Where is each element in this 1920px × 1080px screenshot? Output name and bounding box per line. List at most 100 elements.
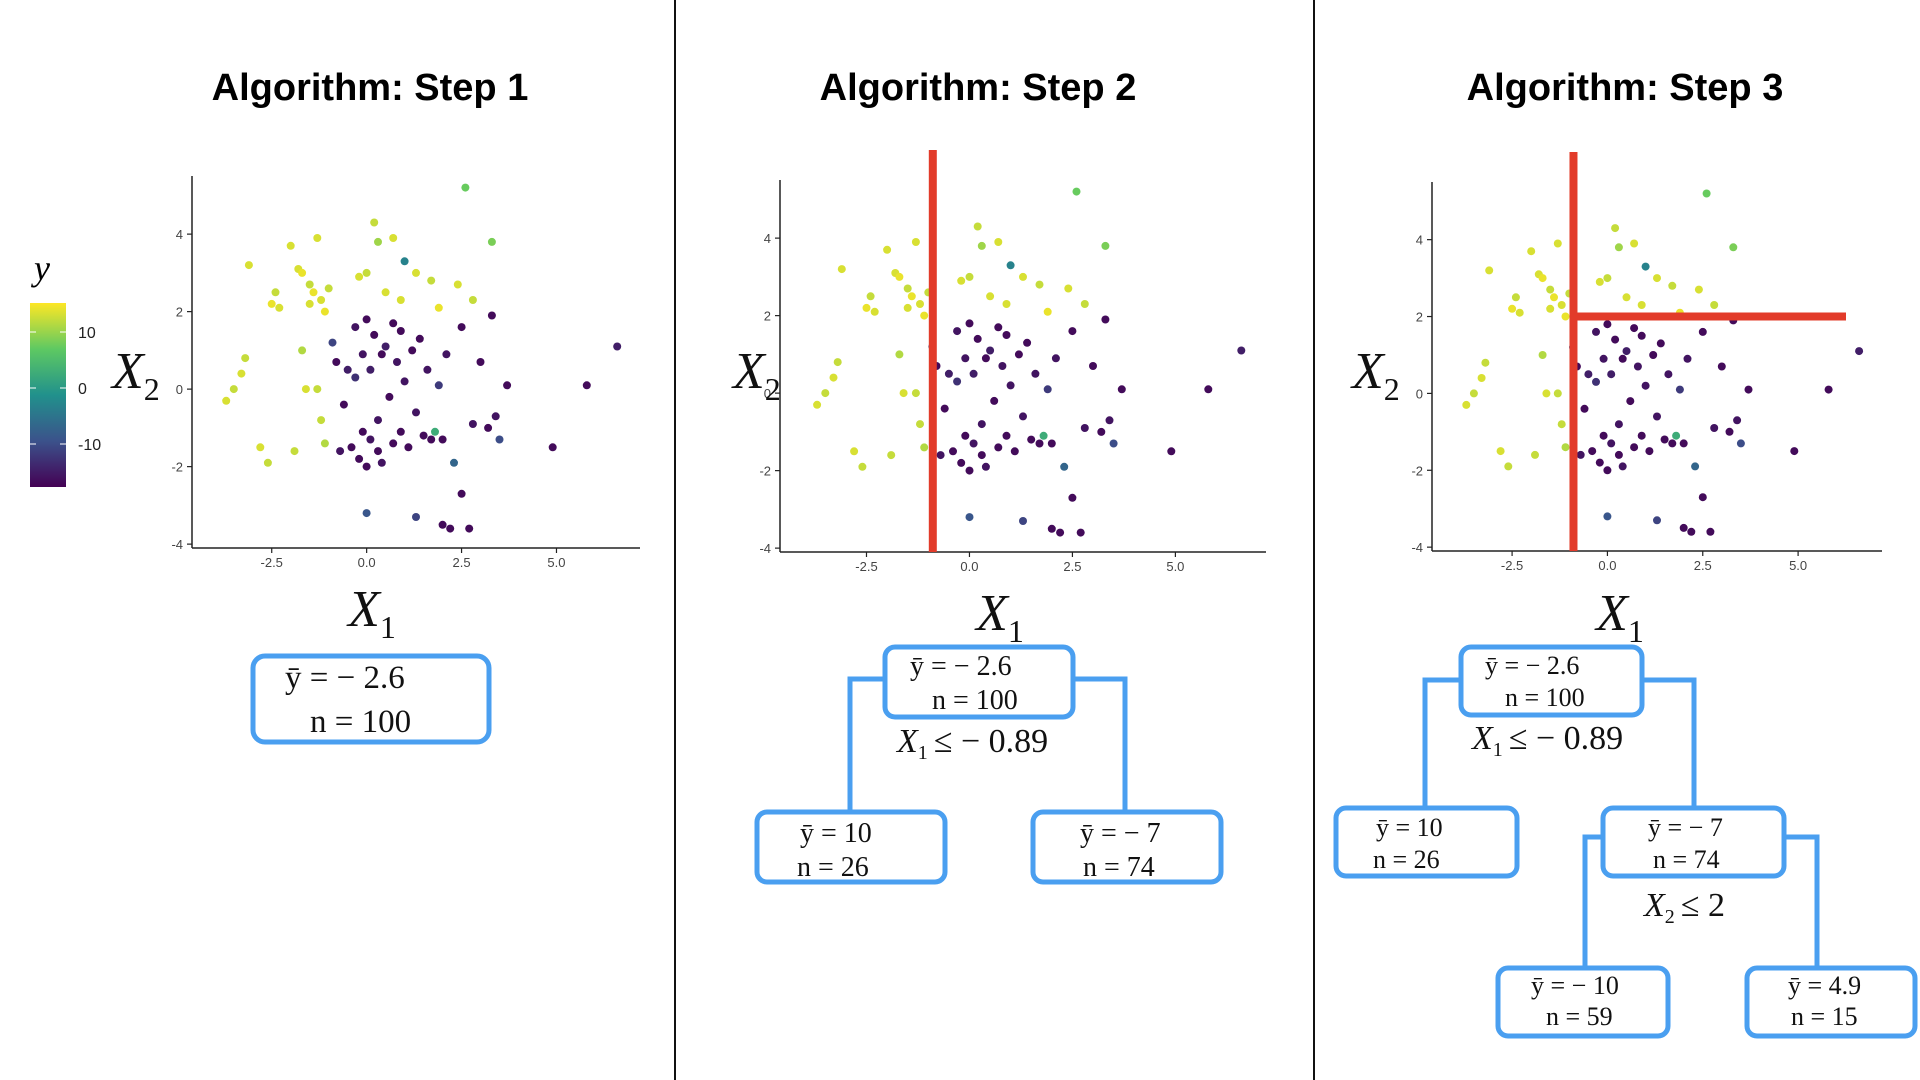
data-point: [949, 447, 957, 456]
data-point: [1618, 354, 1627, 363]
data-point: [957, 276, 966, 285]
data-point: [1117, 385, 1126, 394]
data-point: [412, 408, 420, 417]
data-point: [582, 381, 591, 390]
data-point: [1068, 493, 1077, 502]
data-point: [438, 435, 447, 444]
data-point: [1592, 377, 1600, 386]
tree-node-root: ȳ = − 2.6 n = 100: [882, 644, 1076, 720]
data-point: [850, 447, 859, 456]
data-point: [1481, 358, 1490, 367]
data-point: [990, 396, 999, 405]
y-tick-label: 2: [176, 305, 183, 320]
data-point: [1599, 354, 1608, 363]
node-count: n = 100: [310, 704, 411, 740]
data-point: [393, 358, 401, 366]
data-point: [907, 292, 916, 301]
data-point: [1660, 435, 1669, 444]
color-legend: y 10 0 -10: [30, 248, 101, 487]
panel-title: Algorithm: Step 2: [820, 67, 1137, 109]
scatter-plot-step-3: -2.5 0.0 2.5 5.0 4 2 0 -2 -4 X1 X2: [1350, 152, 1882, 649]
data-point: [362, 268, 371, 277]
data-point: [366, 435, 375, 444]
x-tick-label: -2.5: [855, 559, 877, 574]
data-point: [1515, 308, 1524, 317]
data-point: [1002, 331, 1011, 339]
tree-edge: [1641, 677, 1697, 810]
data-point: [370, 330, 379, 339]
data-point: [1039, 431, 1048, 440]
data-point: [1630, 239, 1639, 248]
data-point: [446, 524, 455, 533]
data-point: [1641, 381, 1650, 390]
data-point: [275, 303, 284, 312]
data-point: [1668, 281, 1677, 290]
data-point: [994, 238, 1003, 246]
y-tick-label: 4: [764, 231, 771, 246]
data-point: [957, 458, 966, 467]
data-point: [981, 354, 990, 363]
data-point: [389, 439, 398, 448]
data-point: [944, 369, 953, 378]
data-point: [468, 420, 477, 428]
panel-title: Algorithm: Step 1: [212, 67, 529, 109]
data-point: [1553, 239, 1562, 248]
data-point: [1595, 458, 1604, 467]
data-point: [973, 334, 982, 343]
tree-node-right-left: ȳ = − 10 n = 59: [1495, 965, 1671, 1039]
data-point: [1097, 427, 1106, 436]
data-point: [969, 369, 978, 378]
data-point: [419, 431, 428, 440]
y-tick-label: 2: [764, 309, 771, 324]
data-point: [305, 299, 314, 308]
data-point: [965, 319, 974, 328]
data-point: [1023, 338, 1032, 347]
data-point: [271, 288, 280, 297]
data-point: [1561, 443, 1570, 452]
data-point: [1603, 466, 1612, 475]
data-point: [381, 342, 390, 351]
x-tick-label: 5.0: [1789, 558, 1807, 573]
data-point: [1592, 327, 1600, 336]
data-point: [1706, 527, 1715, 536]
legend-colorbar: [30, 303, 66, 487]
data-point: [1611, 224, 1620, 233]
data-point: [1614, 243, 1623, 252]
node-mean: ȳ = − 7: [1080, 818, 1161, 849]
data-point: [222, 396, 231, 405]
data-point: [332, 358, 341, 366]
tree-edge: [1783, 834, 1820, 968]
node-mean: ȳ = 10: [800, 818, 872, 849]
data-point: [961, 431, 970, 440]
x-tick-label: 0.0: [960, 559, 978, 574]
data-point: [374, 447, 382, 456]
data-point: [973, 222, 982, 231]
data-point: [317, 416, 326, 425]
data-point: [339, 400, 348, 409]
tree-step-1: ȳ = − 2.6 n = 100: [250, 653, 492, 745]
data-point: [1002, 300, 1011, 308]
data-point: [1035, 439, 1044, 448]
data-point: [548, 443, 557, 452]
data-point: [237, 369, 246, 378]
data-point: [427, 276, 436, 285]
data-point: [1637, 331, 1646, 340]
data-point: [1027, 435, 1036, 444]
data-point: [434, 381, 443, 390]
data-point: [389, 319, 398, 328]
data-point: [465, 524, 474, 533]
y-tick-label: 2: [1416, 310, 1423, 325]
data-point: [1824, 385, 1833, 394]
data-point: [1531, 450, 1539, 459]
data-point: [1557, 420, 1566, 429]
tree-node-right-right: ȳ = 4.9 n = 15: [1744, 965, 1918, 1039]
data-point: [994, 443, 1003, 452]
data-point: [366, 365, 375, 374]
data-point: [1538, 274, 1547, 283]
y-tick-label: -4: [171, 537, 183, 552]
data-point: [1603, 512, 1612, 521]
data-point: [1855, 347, 1864, 356]
node-count: n = 59: [1546, 1002, 1613, 1031]
data-point: [1511, 293, 1520, 302]
data-point: [450, 458, 458, 467]
